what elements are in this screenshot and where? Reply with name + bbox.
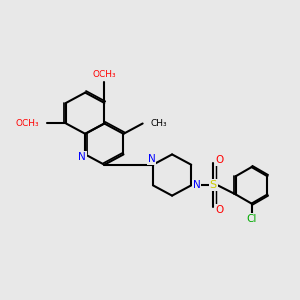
Text: O: O bbox=[216, 206, 224, 215]
Text: OCH₃: OCH₃ bbox=[16, 119, 40, 128]
Text: Cl: Cl bbox=[246, 214, 257, 224]
Text: N: N bbox=[148, 154, 155, 164]
Text: CH₃: CH₃ bbox=[151, 119, 167, 128]
Text: S: S bbox=[210, 180, 217, 190]
Text: N: N bbox=[78, 152, 86, 162]
Text: N: N bbox=[193, 180, 200, 190]
Text: O: O bbox=[216, 155, 224, 165]
Text: OCH₃: OCH₃ bbox=[92, 70, 116, 80]
